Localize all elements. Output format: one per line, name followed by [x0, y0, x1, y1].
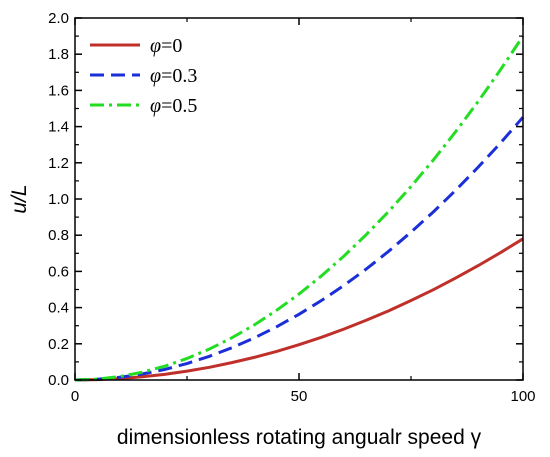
y-tick-label: 1.2 [48, 155, 69, 172]
x-tick-label: 100 [510, 388, 535, 405]
y-tick-label: 0.8 [48, 227, 69, 244]
legend-label-1: φ=0 [150, 35, 182, 57]
legend-value: =0.3 [161, 65, 197, 87]
y-tick-label: 0.4 [48, 300, 69, 317]
y-tick-label: 0.2 [48, 336, 69, 353]
tick-marks [74, 17, 524, 381]
legend: φ=0φ=0.3φ=0.5 [90, 35, 197, 117]
y-tick-labels: 0.0 0.2 0.4 0.6 0.8 1.0 1.2 1.4 1.6 1.8 2.0 [48, 10, 69, 389]
y-tick-label: 1.8 [48, 46, 69, 63]
y-axis-title: u/L [8, 184, 31, 213]
y-tick-label: 0.6 [48, 263, 69, 280]
y-tick-label: 1.4 [48, 119, 69, 136]
legend-value: =0.5 [161, 95, 197, 117]
y-tick-label: 1.6 [48, 82, 69, 99]
x-tick-label: 0 [71, 388, 79, 405]
x-tick-labels: 0 50 100 [71, 388, 536, 405]
series-line-3 [74, 35, 525, 382]
y-tick-label: 0.0 [48, 372, 69, 389]
series-layer [74, 35, 525, 382]
legend-label-3: φ=0.5 [150, 95, 197, 117]
legend-value: =0 [161, 35, 182, 57]
legend-symbol: φ [150, 65, 161, 87]
legend-label-2: φ=0.3 [150, 65, 197, 87]
y-tick-label: 1.0 [48, 191, 69, 208]
plot-frame [74, 17, 524, 381]
series-line-2 [74, 116, 525, 382]
legend-symbol: φ [150, 95, 161, 117]
series-line-1 [74, 237, 524, 382]
x-axis-title: dimensionless rotating angualr speed γ [117, 426, 482, 449]
y-tick-label: 2.0 [48, 10, 69, 27]
x-tick-label: 50 [291, 388, 308, 405]
legend-symbol: φ [150, 35, 161, 57]
